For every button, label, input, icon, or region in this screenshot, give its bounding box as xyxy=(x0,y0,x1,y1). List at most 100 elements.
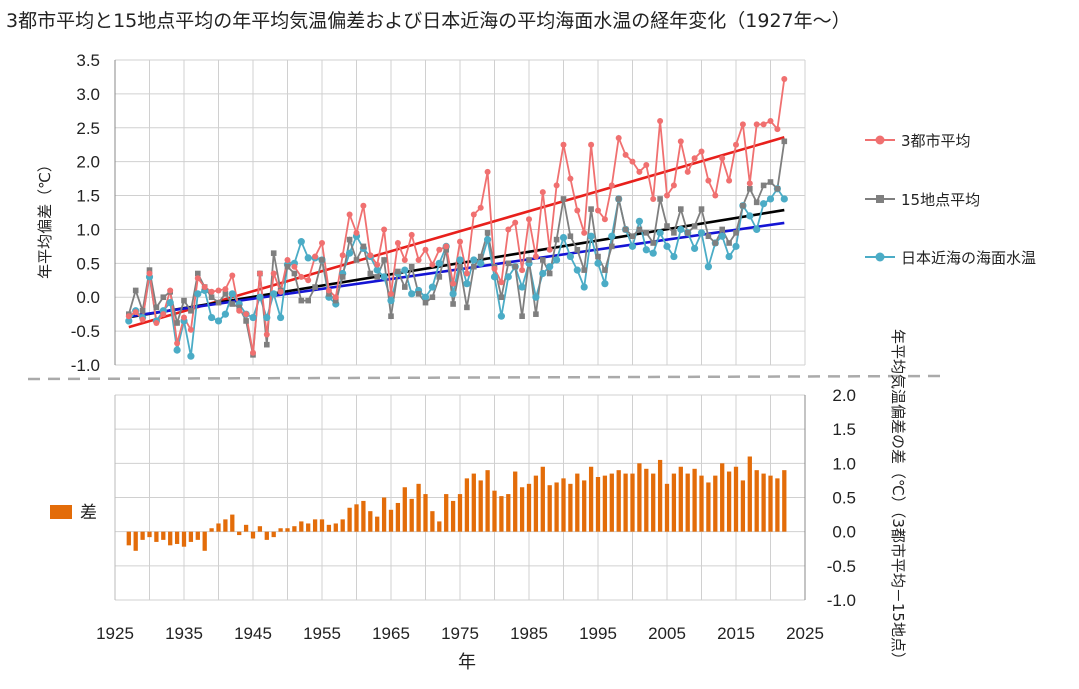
sea-data-point xyxy=(470,256,478,264)
difference-bar xyxy=(692,468,697,532)
city-data-point xyxy=(422,246,429,253)
station-data-point xyxy=(395,268,401,275)
top-y-tick-label: 3.0 xyxy=(76,85,100,104)
sea-data-point xyxy=(553,256,561,264)
difference-bar xyxy=(740,480,746,532)
city-data-point xyxy=(298,273,305,280)
city-data-point xyxy=(581,229,588,236)
difference-bar xyxy=(623,473,628,532)
city-data-point xyxy=(560,141,567,148)
city-data-point xyxy=(491,265,498,272)
city-data-point xyxy=(484,168,491,175)
city-data-point xyxy=(319,240,325,246)
difference-bar xyxy=(547,485,552,532)
city-data-point xyxy=(408,231,415,238)
station-data-point xyxy=(747,185,753,192)
station-data-point xyxy=(519,313,525,319)
axes xyxy=(27,60,946,600)
station-data-point xyxy=(305,297,311,304)
difference-bar xyxy=(409,498,414,532)
top-y-axis-label: 年平均偏差（℃） xyxy=(36,157,54,279)
sea-data-point xyxy=(532,293,540,301)
station-data-point xyxy=(477,253,484,260)
difference-bar xyxy=(726,471,732,532)
city-data-point xyxy=(588,141,595,148)
difference-bar xyxy=(733,466,739,532)
station-data-point xyxy=(264,341,270,348)
station-data-point xyxy=(450,301,456,307)
top-y-tick-label: 0.5 xyxy=(76,254,100,273)
top-y-tick-label: 1.0 xyxy=(76,220,100,239)
difference-bar xyxy=(430,511,435,532)
city-data-point xyxy=(443,243,450,250)
city-data-point xyxy=(353,229,360,236)
difference-bar xyxy=(243,524,249,532)
station-data-point xyxy=(415,291,422,297)
city-data-point xyxy=(243,311,250,318)
city-data-point xyxy=(657,118,664,124)
city-data-point xyxy=(677,138,684,145)
city-data-point xyxy=(567,175,574,182)
difference-bar xyxy=(457,494,463,532)
city-data-point xyxy=(753,121,760,128)
station-data-point xyxy=(367,270,374,277)
sea-data-point xyxy=(256,293,264,301)
city-data-point xyxy=(394,240,401,246)
station-data-point xyxy=(484,230,491,236)
sea-trend-line xyxy=(128,221,785,318)
city-data-point xyxy=(250,349,256,356)
sea-data-point xyxy=(497,312,505,320)
sea-data-point xyxy=(401,266,409,274)
station-data-point xyxy=(215,299,222,306)
x-tick-label: 1965 xyxy=(372,624,410,643)
difference-bar xyxy=(768,475,773,532)
city-data-point xyxy=(167,287,174,294)
city-data-point xyxy=(643,162,650,169)
station-data-point xyxy=(443,246,449,253)
sea-data-point xyxy=(649,249,657,257)
difference-bar xyxy=(609,473,614,532)
sea-data-point xyxy=(173,346,181,354)
difference-bar xyxy=(513,471,518,532)
city-data-point xyxy=(574,207,581,214)
sea-data-point xyxy=(346,249,354,257)
difference-bar xyxy=(782,470,787,532)
city-data-point xyxy=(608,182,615,189)
station-data-point xyxy=(236,304,242,311)
difference-bar xyxy=(519,487,525,532)
difference-bar xyxy=(292,526,297,532)
x-tick-label: 2005 xyxy=(648,624,686,643)
city-data-point xyxy=(160,311,167,318)
difference-bar xyxy=(485,470,490,532)
difference-bar xyxy=(326,524,332,532)
difference-bar xyxy=(126,531,131,546)
difference-bar xyxy=(257,526,263,532)
bottom-gridlines xyxy=(114,394,806,601)
difference-bar xyxy=(775,478,780,532)
city-data-point xyxy=(277,288,284,295)
station-data-point xyxy=(719,226,725,233)
difference-bar xyxy=(402,487,407,532)
difference-bar xyxy=(450,500,456,532)
station-data-point xyxy=(622,226,629,233)
station-data-point xyxy=(567,233,574,240)
city-data-point xyxy=(401,256,408,263)
station-data-point xyxy=(588,206,594,212)
legend-label-city: 3都市平均 xyxy=(901,132,971,150)
panel-divider xyxy=(27,374,946,381)
sea-data-point xyxy=(435,259,443,267)
city-data-point xyxy=(381,226,388,233)
difference-bar xyxy=(250,531,256,539)
station-data-point xyxy=(195,270,201,277)
difference-bar xyxy=(637,463,642,532)
bottom-y-tick-label: 0.5 xyxy=(832,489,856,508)
station-data-point xyxy=(726,240,732,246)
station-data-point xyxy=(781,138,788,145)
difference-bar xyxy=(499,496,504,532)
difference-bar xyxy=(699,475,704,532)
city-data-point xyxy=(760,121,767,128)
sea-data-point xyxy=(753,225,761,234)
sea-data-point xyxy=(297,238,305,246)
top-y-tick-label: 2.0 xyxy=(76,153,100,172)
